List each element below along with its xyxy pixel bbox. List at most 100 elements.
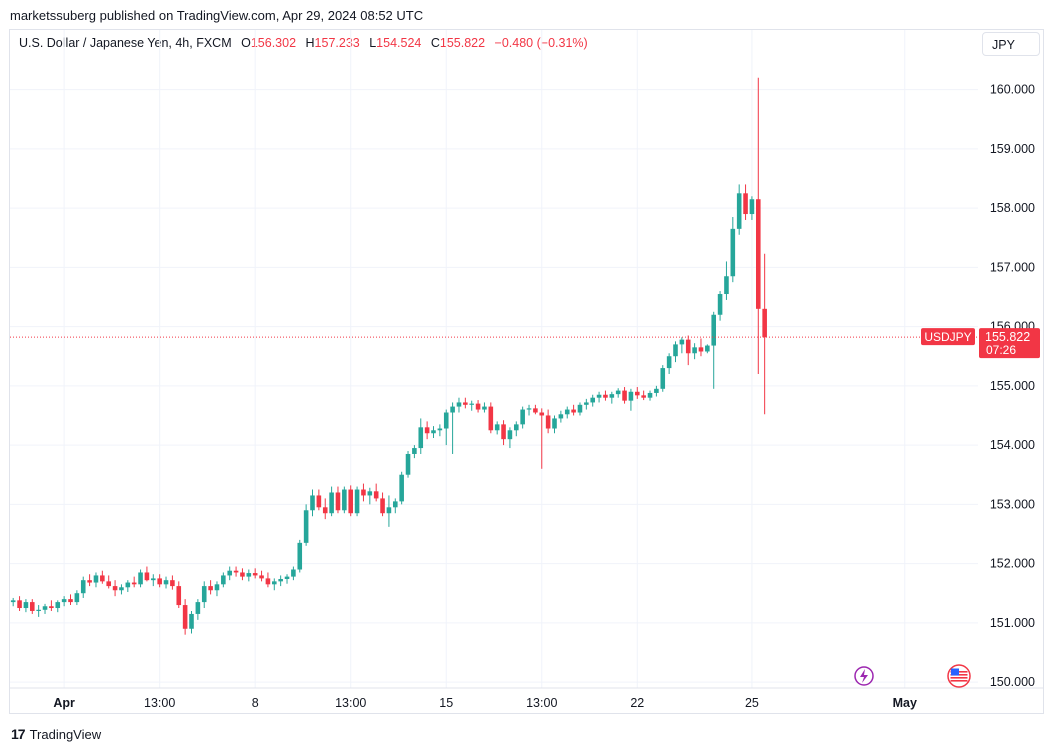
candle-body [112, 586, 118, 591]
candle [106, 575, 112, 589]
candle-body [23, 602, 29, 609]
time-tick-label: May [893, 696, 917, 710]
candle [74, 590, 80, 606]
candle [558, 410, 564, 423]
candle-body [68, 599, 73, 603]
candle-body [354, 489, 360, 514]
candle-body [380, 498, 385, 514]
candle-body [367, 491, 373, 496]
candle [596, 391, 602, 403]
candle [93, 572, 99, 588]
lightning-icon [854, 666, 874, 686]
candle [463, 397, 468, 409]
time-tick-label: 13:00 [526, 696, 557, 710]
high-label: H [305, 36, 315, 50]
candle-body [163, 580, 169, 585]
candle [373, 483, 379, 502]
tradingview-logo[interactable]: 17 TradingView [11, 726, 101, 742]
candle-body [673, 344, 678, 357]
candle-body [252, 573, 258, 576]
candle [246, 569, 252, 582]
candle-body [310, 495, 315, 511]
symbol-title[interactable]: U.S. Dollar / Japanese Yen, 4h, FXCM [19, 36, 232, 50]
candle [673, 341, 678, 363]
candle-body [615, 390, 621, 395]
time-tick-label: 13:00 [144, 696, 175, 710]
candle [348, 485, 354, 517]
candle-body [373, 491, 379, 499]
candle [163, 576, 169, 589]
candle [55, 600, 61, 613]
candle-body [182, 605, 188, 629]
currency-button[interactable]: JPY [982, 32, 1040, 56]
candle [577, 402, 583, 416]
candle [520, 406, 525, 429]
candle-body [558, 414, 564, 419]
candle [316, 489, 322, 511]
candle-body [641, 395, 646, 398]
candles [10, 77, 767, 635]
candle-body [749, 199, 755, 215]
candle-body [55, 602, 61, 609]
price-tick-label: 159.000 [990, 142, 1035, 156]
candle [80, 576, 86, 598]
candle [303, 504, 309, 546]
candle-body [450, 406, 455, 413]
symbol-legend: U.S. Dollar / Japanese Yen, 4h, FXCM O 15… [19, 36, 588, 50]
candle [666, 353, 672, 374]
candle [112, 580, 118, 597]
candle-body [762, 308, 767, 338]
candle [17, 596, 22, 611]
candle-body [125, 582, 131, 588]
symbol-price-tag [921, 328, 975, 346]
candle [335, 486, 341, 514]
candle [443, 409, 449, 446]
candle-body [660, 368, 666, 389]
candle [692, 343, 697, 360]
candle [552, 415, 557, 434]
low-value: 154.524 [376, 36, 422, 50]
candle-body [424, 427, 430, 434]
candle-body [755, 199, 761, 309]
candle [450, 402, 455, 454]
candle-body [246, 573, 252, 577]
candle-body [36, 609, 41, 611]
candle-body [144, 572, 150, 581]
candle-body [131, 582, 137, 585]
candle-body [329, 492, 334, 514]
candle-body [189, 613, 194, 629]
candle-body [412, 448, 417, 454]
candle [380, 492, 385, 517]
candle [87, 574, 92, 587]
candle-body [743, 193, 748, 215]
candle [437, 424, 443, 437]
candle [755, 77, 761, 374]
candle [386, 495, 392, 527]
candle-body [195, 602, 201, 614]
publication-attribution: marketssuberg published on TradingView.c… [10, 8, 424, 23]
price-tick-label: 155.000 [990, 379, 1035, 393]
change-value: −0.480 (−0.31%) [494, 36, 588, 50]
candle [201, 581, 207, 609]
candle [189, 610, 194, 634]
candle [603, 390, 608, 401]
candle [68, 594, 73, 606]
candle [405, 451, 411, 478]
candle-body [717, 294, 723, 315]
price-tick-label: 160.000 [990, 83, 1035, 97]
candle [685, 335, 691, 366]
candle-body [297, 542, 303, 570]
candle [431, 426, 436, 438]
close-value: 155.822 [439, 36, 486, 50]
candle [240, 568, 245, 581]
candle-body [590, 397, 596, 403]
candle-body [666, 356, 672, 369]
chart-pane[interactable] [9, 29, 1044, 714]
candle-body [711, 314, 717, 346]
candle [736, 184, 742, 235]
candle-body [10, 600, 16, 603]
candle-body [584, 402, 589, 405]
candle-body [679, 339, 685, 345]
price-tick-label: 150.000 [990, 675, 1035, 689]
open-label: O [241, 36, 251, 50]
